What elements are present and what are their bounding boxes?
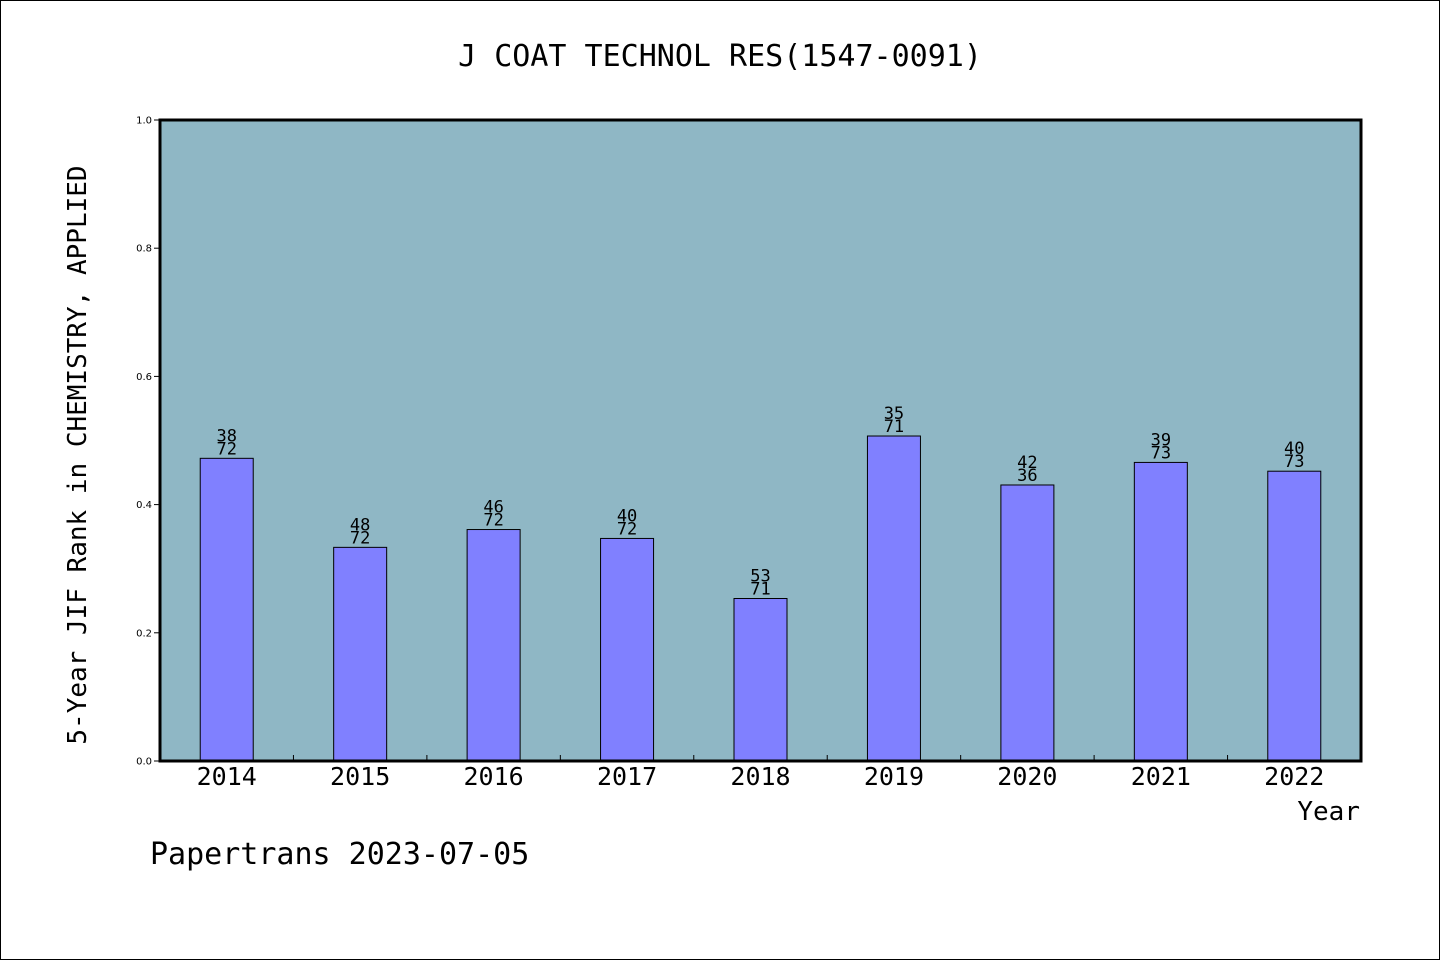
x-tick-label: 2016 xyxy=(464,762,524,791)
bar xyxy=(733,598,788,762)
x-tick-label: 2017 xyxy=(597,762,657,791)
bar-total-label: 72 xyxy=(483,511,503,531)
bar-total-label: 71 xyxy=(884,417,904,437)
y-tick-label: 0.6 xyxy=(136,372,152,383)
x-axis-label: Year xyxy=(1297,797,1360,827)
y-tick-label: 0.4 xyxy=(136,500,152,511)
bar-total-label: 72 xyxy=(216,439,236,459)
y-tick-label: 0.8 xyxy=(136,244,152,255)
bar-total-label: 36 xyxy=(1017,466,1037,486)
bar-rank-label: 53 xyxy=(750,567,770,587)
bar-total-label: 72 xyxy=(350,528,370,548)
x-tick-label: 2021 xyxy=(1131,762,1191,791)
bar-rank-label: 46 xyxy=(483,498,503,518)
x-tick-label: 2022 xyxy=(1264,762,1324,791)
bar-total-label: 71 xyxy=(750,580,770,600)
y-tick-label: 1.0 xyxy=(136,116,152,127)
bar xyxy=(333,546,388,762)
bar-total-label: 73 xyxy=(1284,452,1304,472)
bar xyxy=(600,537,655,762)
bar xyxy=(1133,461,1188,762)
x-tick-label: 2018 xyxy=(730,762,790,791)
bar-rank-label: 38 xyxy=(216,426,236,446)
plot-border xyxy=(158,118,1363,763)
y-tick-label: 0.2 xyxy=(136,628,152,639)
bar xyxy=(1267,470,1322,762)
x-axis: 2014 2015 2016 2017 2018 2019 2020 2021 2022 xyxy=(197,755,1324,791)
x-tick-label: 2020 xyxy=(997,762,1057,791)
bar-rank-label: 42 xyxy=(1017,453,1037,473)
x-tick-label: 2014 xyxy=(197,762,257,791)
bar-rank-label: 35 xyxy=(884,404,904,424)
bar xyxy=(466,529,521,762)
y-axis-label: 5-Year JIF Rank in CHEMISTRY, APPLIED xyxy=(63,165,93,744)
bar xyxy=(199,457,254,762)
bar xyxy=(866,435,921,762)
bar xyxy=(1000,484,1055,762)
x-tick-label: 2015 xyxy=(330,762,390,791)
footer-text: Papertrans 2023-07-05 xyxy=(150,837,529,872)
x-tick-label: 2019 xyxy=(864,762,924,791)
bar-rank-label: 48 xyxy=(350,515,370,535)
y-axis: 0.0 0.2 0.4 0.6 0.8 1.0 xyxy=(136,116,160,768)
bar-total-label: 72 xyxy=(617,519,637,539)
bar-rank-label: 39 xyxy=(1151,430,1171,450)
bar-rank-label: 40 xyxy=(617,506,637,526)
bar-total-label: 73 xyxy=(1151,443,1171,463)
chart-title: J COAT TECHNOL RES(1547-0091) xyxy=(458,39,982,74)
y-tick-label: 0.0 xyxy=(136,757,152,768)
bar-rank-label: 40 xyxy=(1284,439,1304,459)
